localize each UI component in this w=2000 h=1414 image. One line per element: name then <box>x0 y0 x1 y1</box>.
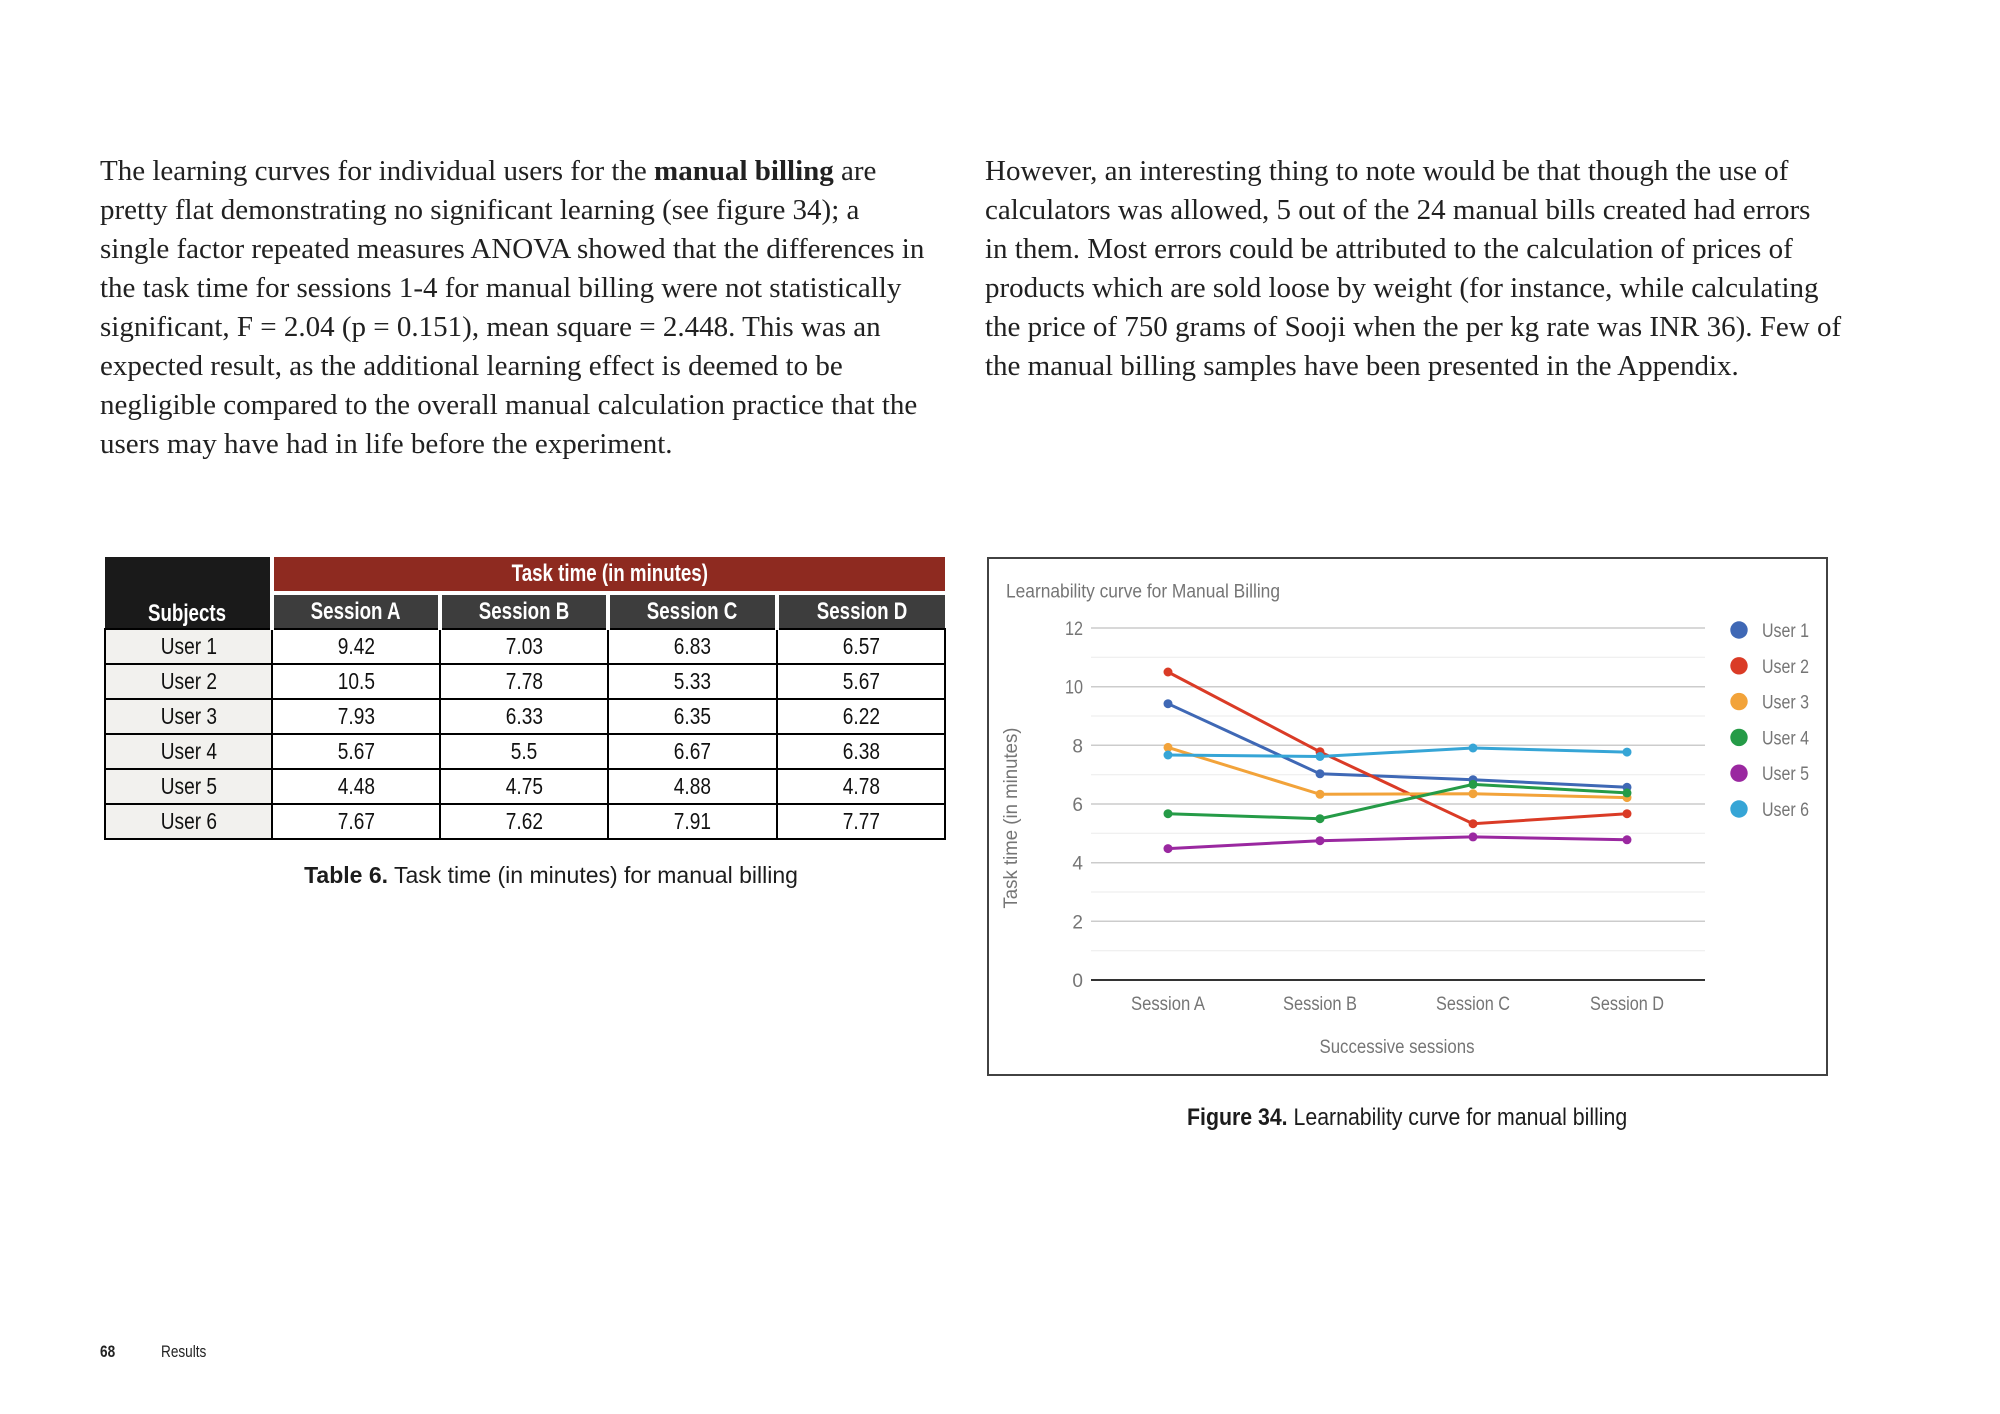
svg-text:8: 8 <box>1072 736 1083 757</box>
svg-text:User 3: User 3 <box>1762 693 1809 714</box>
svg-text:6: 6 <box>1072 795 1083 816</box>
svg-text:User 5: User 5 <box>1762 764 1809 785</box>
svg-text:12: 12 <box>1065 619 1083 640</box>
svg-text:User 4: User 4 <box>1762 728 1809 749</box>
svg-text:Session A: Session A <box>1131 994 1205 1015</box>
svg-text:Task time (in minutes): Task time (in minutes) <box>1001 728 1022 909</box>
svg-text:User 2: User 2 <box>1762 657 1809 678</box>
svg-text:Session C: Session C <box>1436 994 1510 1015</box>
svg-text:User 6: User 6 <box>1762 800 1809 821</box>
svg-text:User 1: User 1 <box>1762 621 1809 642</box>
svg-text:Learnability curve for Manual: Learnability curve for Manual Billing <box>1006 582 1280 603</box>
svg-text:10: 10 <box>1065 678 1083 699</box>
svg-text:Session D: Session D <box>1590 994 1664 1015</box>
svg-text:4: 4 <box>1072 854 1083 875</box>
svg-text:Successive sessions: Successive sessions <box>1320 1037 1475 1058</box>
svg-text:2: 2 <box>1072 912 1083 933</box>
svg-text:0: 0 <box>1072 971 1083 992</box>
svg-text:Session B: Session B <box>1283 994 1357 1015</box>
